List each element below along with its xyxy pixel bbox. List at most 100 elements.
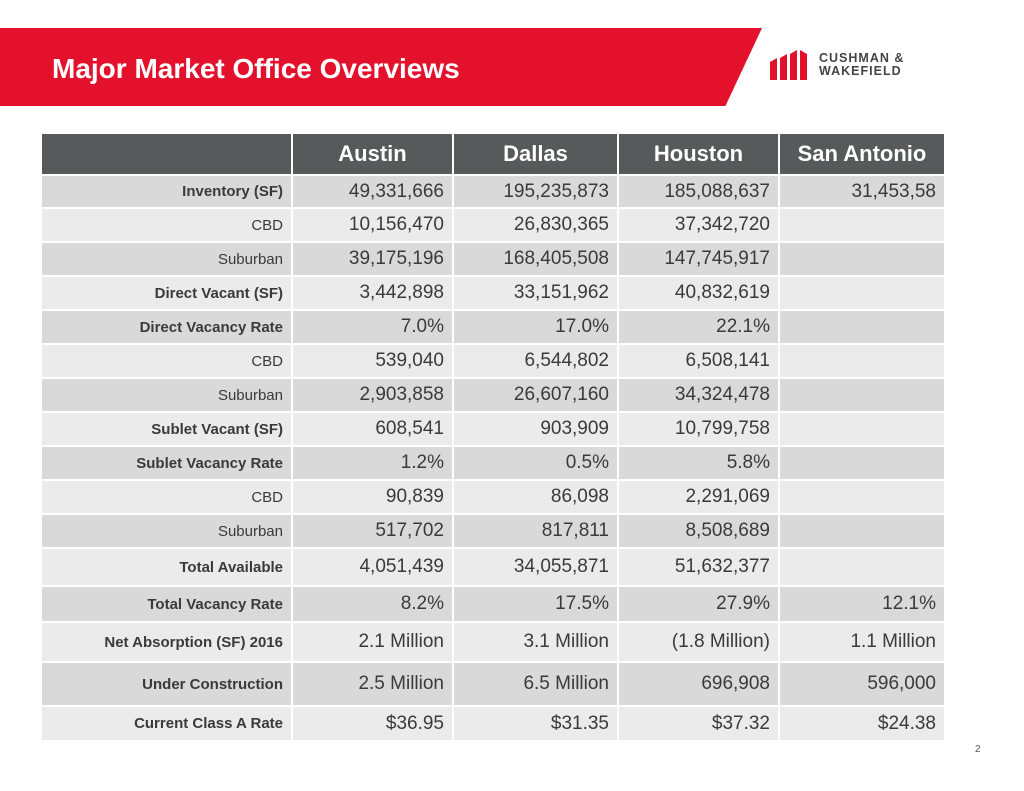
table-row: Suburban 517,702 817,811 8,508,689 xyxy=(42,513,944,548)
title-banner xyxy=(0,28,762,106)
table-row: CBD 90,839 86,098 2,291,069 xyxy=(42,479,944,514)
table-cell: 22.1% xyxy=(618,309,780,344)
table-cell: 3,442,898 xyxy=(292,275,454,310)
table-row: Direct Vacant (SF) 3,442,898 33,151,962 40,… xyxy=(42,275,944,310)
table-cell xyxy=(779,207,944,242)
table-cell xyxy=(779,547,944,586)
column-header-austin: Austin xyxy=(292,134,454,175)
table-cell: 608,541 xyxy=(292,411,454,446)
logo-line-1: CUSHMAN & xyxy=(819,51,905,65)
table-cell: 5.8% xyxy=(618,445,780,480)
table-row: Direct Vacancy Rate 7.0% 17.0% 22.1% xyxy=(42,309,944,344)
table-cell: 12.1% xyxy=(779,585,944,622)
row-label: Sublet Vacancy Rate xyxy=(42,445,293,480)
table-cell: 2.1 Million xyxy=(292,621,454,662)
table-cell: 34,055,871 xyxy=(453,547,619,586)
page-title: Major Market Office Overviews xyxy=(52,53,460,84)
table-cell xyxy=(779,309,944,344)
table-cell: 39,175,196 xyxy=(292,241,454,276)
cushman-wakefield-logo: CUSHMAN & WAKEFIELD xyxy=(770,46,920,82)
table-cell: 90,839 xyxy=(292,479,454,514)
table-row: Total Available 4,051,439 34,055,871 51,632… xyxy=(42,547,944,586)
table-cell: 10,156,470 xyxy=(292,207,454,242)
table-cell: $36.95 xyxy=(292,705,454,740)
table-row: CBD 539,040 6,544,802 6,508,141 xyxy=(42,343,944,378)
table-cell: 0.5% xyxy=(453,445,619,480)
table-cell: $31.35 xyxy=(453,705,619,740)
row-label: Direct Vacant (SF) xyxy=(42,275,293,310)
table-row: Current Class A Rate $36.95 $31.35 $37.32 $2… xyxy=(42,705,944,740)
table-cell: 195,235,873 xyxy=(453,174,619,208)
row-label: Suburban xyxy=(42,513,293,548)
row-label: Sublet Vacant (SF) xyxy=(42,411,293,446)
table-row: Net Absorption (SF) 2016 2.1 Million 3.1 M… xyxy=(42,621,944,662)
table-cell: 517,702 xyxy=(292,513,454,548)
table-cell: 10,799,758 xyxy=(618,411,780,446)
row-label: Suburban xyxy=(42,241,293,276)
table-row: Total Vacancy Rate 8.2% 17.5% 27.9% 12.1% xyxy=(42,585,944,622)
row-label: Total Available xyxy=(42,547,293,586)
row-label: Total Vacancy Rate xyxy=(42,585,293,622)
table-cell: $24.38 xyxy=(779,705,944,740)
row-label: CBD xyxy=(42,343,293,378)
table-cell: 1.2% xyxy=(292,445,454,480)
table-cell: 40,832,619 xyxy=(618,275,780,310)
table-cell: 37,342,720 xyxy=(618,207,780,242)
table-cell: 8.2% xyxy=(292,585,454,622)
table-cell: 26,607,160 xyxy=(453,377,619,412)
table-cell: 817,811 xyxy=(453,513,619,548)
table-cell xyxy=(779,479,944,514)
column-header-san-antonio: San Antonio xyxy=(779,134,944,175)
table-cell: 17.5% xyxy=(453,585,619,622)
table-row: Sublet Vacant (SF) 608,541 903,909 10,799,7… xyxy=(42,411,944,446)
page-number: 2 xyxy=(975,744,981,755)
table-cell: 2,903,858 xyxy=(292,377,454,412)
table-cell xyxy=(779,241,944,276)
row-label: Net Absorption (SF) 2016 xyxy=(42,621,293,662)
table-cell xyxy=(779,275,944,310)
column-header-dallas: Dallas xyxy=(453,134,619,175)
row-label: Direct Vacancy Rate xyxy=(42,309,293,344)
table-cell: 26,830,365 xyxy=(453,207,619,242)
table-cell: 27.9% xyxy=(618,585,780,622)
table-cell: 168,405,508 xyxy=(453,241,619,276)
header-corner-cell xyxy=(42,134,293,175)
table-row: Suburban 2,903,858 26,607,160 34,324,478 xyxy=(42,377,944,412)
table-cell: 51,632,377 xyxy=(618,547,780,586)
row-label: CBD xyxy=(42,207,293,242)
table-cell xyxy=(779,411,944,446)
table-cell: 17.0% xyxy=(453,309,619,344)
row-label: Suburban xyxy=(42,377,293,412)
logo-bars-icon xyxy=(770,50,807,80)
table-cell: 2,291,069 xyxy=(618,479,780,514)
header-row: Austin Dallas Houston San Antonio xyxy=(42,134,944,175)
table-cell: $37.32 xyxy=(618,705,780,740)
table-cell: 3.1 Million xyxy=(453,621,619,662)
table-cell: 1.1 Million xyxy=(779,621,944,662)
table-cell: 34,324,478 xyxy=(618,377,780,412)
row-label: CBD xyxy=(42,479,293,514)
table-cell: 2.5 Million xyxy=(292,661,454,706)
table-cell: 49,331,666 xyxy=(292,174,454,208)
logo-line-2: WAKEFIELD xyxy=(819,64,902,78)
table-cell: 8,508,689 xyxy=(618,513,780,548)
table-cell xyxy=(779,445,944,480)
row-label: Under Construction xyxy=(42,661,293,706)
row-label: Current Class A Rate xyxy=(42,705,293,740)
table-cell: 33,151,962 xyxy=(453,275,619,310)
table-cell: 185,088,637 xyxy=(618,174,780,208)
table-row: Suburban 39,175,196 168,405,508 147,745,917 xyxy=(42,241,944,276)
market-overview-table: Austin Dallas Houston San Antonio Invent… xyxy=(42,134,944,740)
table-cell: 6,508,141 xyxy=(618,343,780,378)
table-cell: 7.0% xyxy=(292,309,454,344)
table-cell: 539,040 xyxy=(292,343,454,378)
table-row: Inventory (SF) 49,331,666 195,235,873 185,0… xyxy=(42,174,944,208)
table-cell xyxy=(779,377,944,412)
table-cell: 31,453,58 xyxy=(779,174,944,208)
table-row: Sublet Vacancy Rate 1.2% 0.5% 5.8% xyxy=(42,445,944,480)
table-cell: 596,000 xyxy=(779,661,944,706)
table-cell: 4,051,439 xyxy=(292,547,454,586)
table-cell: 147,745,917 xyxy=(618,241,780,276)
table-row: CBD 10,156,470 26,830,365 37,342,720 xyxy=(42,207,944,242)
table-cell: 6,544,802 xyxy=(453,343,619,378)
